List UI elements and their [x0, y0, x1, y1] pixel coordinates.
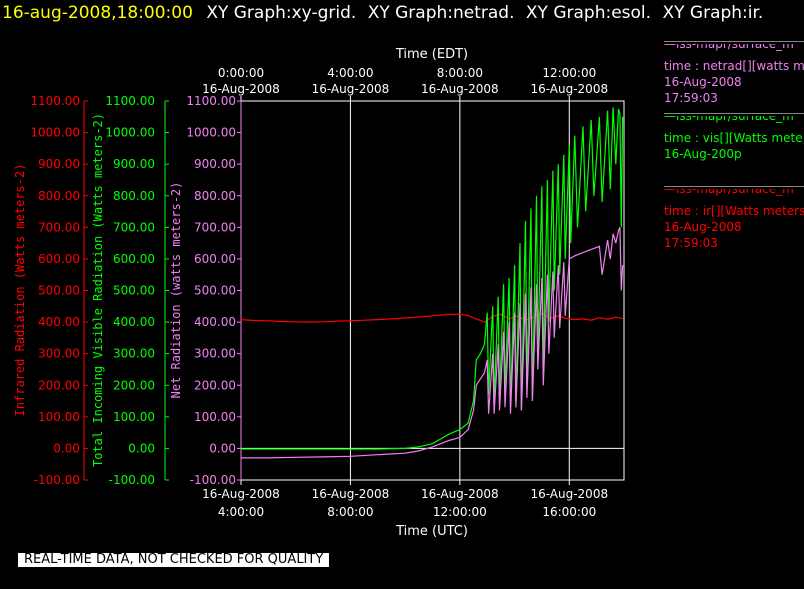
y-axis-1-tick-label-12: -100.00	[109, 473, 155, 487]
y-axis-0-tick-label-0: 1100.00	[30, 94, 80, 108]
legend-line: 16-Aug-200p	[664, 147, 742, 161]
top-tick-label-0: 0:00:00	[218, 66, 264, 80]
y-axis-title-0: Infrared Radiation (Watts meters-2)	[13, 164, 27, 417]
legend-line: time : vis[][Watts mete	[664, 131, 803, 145]
top-tick-label-2: 8:00:00	[437, 66, 483, 80]
bottom-axis-title: Time (UTC)	[395, 524, 468, 539]
bottom-tick-label-1: 16-Aug-2008	[312, 487, 390, 501]
legend-divider	[664, 186, 804, 187]
header-timestamp: 16-aug-2008,18:00:00	[2, 3, 193, 23]
legend-line: 16-Aug-2008	[664, 75, 742, 89]
legend-line: 16-Aug-2008	[664, 220, 742, 234]
top-tick-label-3: 12:00:00	[542, 66, 596, 80]
y-axis-0-tick-label-6: 500.00	[38, 284, 80, 298]
y-axis-0-tick-label-10: 100.00	[38, 410, 80, 424]
legend-line: time : ir[][Watts meters	[664, 204, 804, 218]
bottom-tick-date-0: 4:00:00	[218, 505, 264, 519]
y-axis-1-tick-label-6: 500.00	[113, 284, 155, 298]
legend-divider	[664, 41, 804, 42]
y-axis-0-tick-label-1: 1000.00	[30, 126, 80, 140]
y-axis-2-tick-label-11: 0.00	[209, 441, 236, 455]
chart-axes: 0:00:00 16-Aug-2008 4:00:00 16-Aug-2008 8:00…	[13, 47, 625, 539]
y-axis-1-tick-label-2: 900.00	[113, 157, 155, 171]
bottom-tick-date-1: 8:00:00	[327, 505, 373, 519]
tab-esol[interactable]: XY Graph:esol.	[525, 3, 652, 23]
top-tick-date-3: 16-Aug-2008	[530, 82, 608, 96]
y-axis-2-tick-label-10: 100.00	[194, 410, 236, 424]
y-axis-0-tick-label-2: 900.00	[38, 157, 80, 171]
top-tick-date-0: 16-Aug-2008	[202, 82, 280, 96]
y-axis-1-tick-label-3: 800.00	[113, 189, 155, 203]
top-tick-date-2: 16-Aug-2008	[421, 82, 499, 96]
bottom-tick-label-3: 16-Aug-2008	[530, 487, 608, 501]
tab-xy-grid[interactable]: XY Graph:xy-grid.	[206, 3, 357, 23]
bottom-tick-label-2: 16-Aug-2008	[421, 487, 499, 501]
y-axis-2-tick-label-1: 1000.00	[186, 126, 236, 140]
y-axis-1-tick-label-7: 400.00	[113, 315, 155, 329]
series-line-ir	[240, 312, 623, 323]
y-axis-2-tick-label-8: 300.00	[194, 347, 236, 361]
y-axis-2-tick-label-5: 600.00	[194, 252, 236, 266]
top-tick-date-1: 16-Aug-2008	[312, 82, 390, 96]
y-axis-2-tick-label-12: -100.00	[190, 473, 236, 487]
legend-line: time : netrad[][watts m	[664, 59, 804, 73]
legend-line: —iss-mapr/surface_m	[664, 44, 794, 51]
legend-line: —iss-mapr/surface_m	[664, 189, 794, 196]
y-axis-0-tick-label-8: 300.00	[38, 347, 80, 361]
tab-ir[interactable]: XY Graph:ir.	[662, 3, 764, 23]
y-axis-1-tick-label-0: 1100.00	[105, 94, 155, 108]
y-axis-1-tick-label-10: 100.00	[113, 410, 155, 424]
window-title-bar: 16-aug-2008,18:00:00 XY Graph:xy-grid. X…	[0, 0, 804, 28]
y-axis-2-tick-label-4: 700.00	[194, 220, 236, 234]
y-axis-1-tick-label-1: 1000.00	[105, 126, 155, 140]
y-axis-1-tick-label-9: 200.00	[113, 378, 155, 392]
legend-line: 17:59:03	[664, 91, 718, 105]
bottom-tick-date-2: 12:00:00	[433, 505, 487, 519]
graph-tabs: XY Graph:xy-grid. XY Graph:netrad. XY Gr…	[206, 3, 769, 23]
quality-notice: REAL-TIME DATA, NOT CHECKED FOR QUALITY	[18, 553, 330, 567]
y-axis-title-1: Total Incoming Visible Radiation (Watts …	[91, 113, 105, 467]
top-tick-label-1: 4:00:00	[327, 66, 373, 80]
y-axis-0-tick-label-11: 0.00	[53, 441, 80, 455]
y-axis-title-2: Net Radiation (watts meters-2)	[169, 182, 183, 399]
legend-line: —iss-mapr/surface_m	[664, 116, 794, 123]
y-axis-1-tick-label-5: 600.00	[113, 252, 155, 266]
legend-line: 17:59:03	[664, 236, 718, 250]
y-axis-2-tick-label-6: 500.00	[194, 284, 236, 298]
y-axis-0-tick-label-5: 600.00	[38, 252, 80, 266]
tab-netrad[interactable]: XY Graph:netrad.	[367, 3, 515, 23]
y-axis-0-tick-label-12: -100.00	[34, 473, 80, 487]
y-axis-2-tick-label-0: 1100.00	[186, 94, 236, 108]
y-axis-0-tick-label-9: 200.00	[38, 378, 80, 392]
chart-series	[240, 107, 624, 459]
y-axis-1-tick-label-11: 0.00	[128, 441, 155, 455]
y-axis-0-tick-label-4: 700.00	[38, 220, 80, 234]
y-axis-1-tick-label-8: 300.00	[113, 347, 155, 361]
bottom-tick-date-3: 16:00:00	[542, 505, 596, 519]
y-axis-2-tick-label-7: 400.00	[194, 315, 236, 329]
y-axis-2-tick-label-9: 200.00	[194, 378, 236, 392]
y-axis-2-tick-label-2: 900.00	[194, 157, 236, 171]
series-line-vis	[241, 107, 624, 450]
y-axis-0-tick-label-3: 800.00	[38, 189, 80, 203]
series-line-netrad	[241, 227, 624, 459]
top-axis-title: Time (EDT)	[395, 47, 468, 62]
legend-divider	[664, 113, 804, 114]
y-axis-1-tick-label-4: 700.00	[113, 220, 155, 234]
y-axis-2-tick-label-3: 800.00	[194, 189, 236, 203]
bottom-tick-label-0: 16-Aug-2008	[202, 487, 280, 501]
y-axis-0-tick-label-7: 400.00	[38, 315, 80, 329]
